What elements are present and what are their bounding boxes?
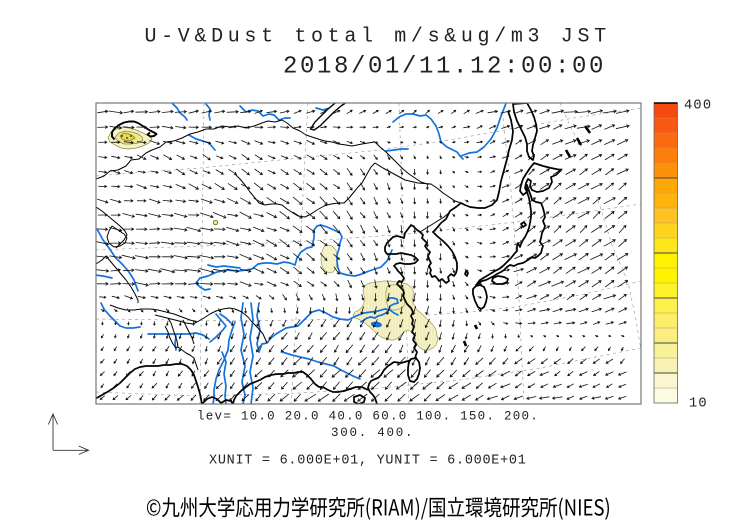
svg-text:300. 400.: 300. 400.: [331, 426, 414, 440]
svg-text:U-V&Dust total m/s&ug/m3 JST: U-V&Dust total m/s&ug/m3 JST: [145, 26, 611, 49]
svg-text:2018/01/11.12:00:00: 2018/01/11.12:00:00: [283, 54, 606, 81]
svg-text:lev= 10.0 20.0 40.0 60.0 100.: lev= 10.0 20.0 40.0 60.0 100. 150. 200.: [197, 410, 539, 424]
svg-text:10: 10: [689, 397, 708, 412]
svg-text:XUNIT = 6.000E+01, YUNIT = 6.0: XUNIT = 6.000E+01, YUNIT = 6.000E+01: [209, 454, 527, 469]
svg-text:400: 400: [684, 99, 712, 114]
